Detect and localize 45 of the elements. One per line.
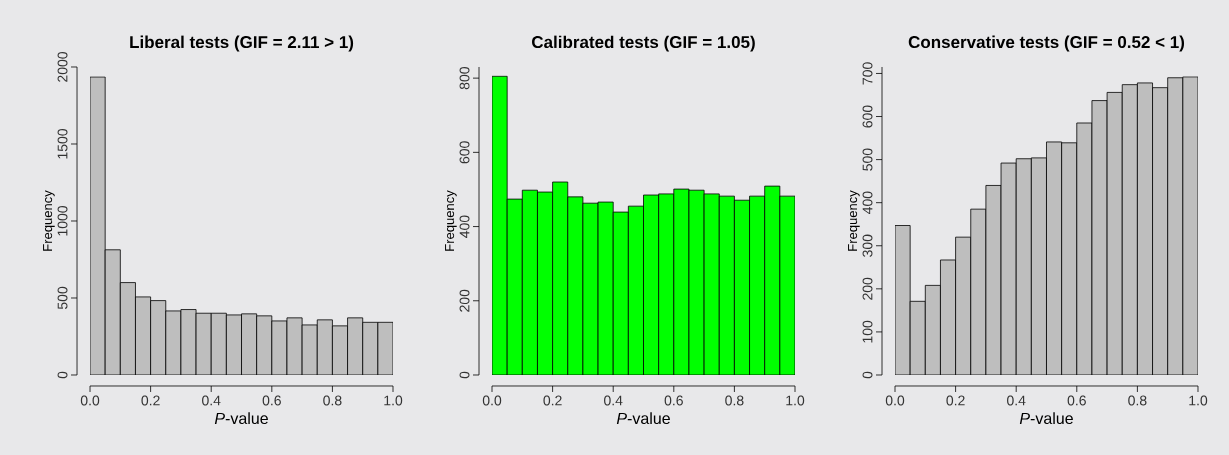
x-tick-label: 1.0 <box>384 395 403 406</box>
x-tick-label: 0.2 <box>141 395 160 406</box>
y-tick-label: 200 <box>459 289 470 312</box>
y-tick-label: 600 <box>459 141 470 164</box>
y-tick-label: 0 <box>459 371 470 379</box>
y-axis-title: Frequency <box>848 190 860 251</box>
y-tick-label: 100 <box>862 320 873 343</box>
x-tick-label: 1.0 <box>1189 395 1208 406</box>
x-tick-label: 0.6 <box>664 395 683 406</box>
x-axis-title: P-value <box>214 412 268 425</box>
y-tick-label: 0 <box>862 371 873 379</box>
x-tick-label: 0.0 <box>80 395 100 406</box>
y-tick-label: 400 <box>459 215 470 238</box>
x-tick-label: 0.6 <box>262 395 281 406</box>
x-tick-label: 0.4 <box>1007 395 1026 406</box>
y-tick-label: 2000 <box>57 51 68 82</box>
x-axis-title: P-value <box>1019 412 1073 425</box>
y-tick-label: 500 <box>862 148 873 171</box>
x-tick-label: 0.0 <box>885 395 905 406</box>
x-tick-label: 1.0 <box>786 395 805 406</box>
y-tick-label: 500 <box>57 286 68 310</box>
x-tick-label: 0.2 <box>946 395 965 406</box>
x-tick-label: 0.8 <box>323 395 342 406</box>
y-tick-label: 800 <box>459 67 470 90</box>
x-tick-label: 0.8 <box>725 395 744 406</box>
y-tick-label: 400 <box>862 191 873 215</box>
chart-title: Calibrated tests (GIF = 1.05) <box>532 35 755 52</box>
x-tick-label: 0.8 <box>1128 395 1147 406</box>
y-tick-label: 1500 <box>57 128 68 159</box>
x-tick-label: 0.6 <box>1067 395 1086 406</box>
x-tick-label: 0.4 <box>604 395 623 406</box>
x-tick-label: 0.4 <box>202 395 221 406</box>
y-axis-title: Frequency <box>43 190 55 251</box>
y-axis-title: Frequency <box>445 190 457 251</box>
y-tick-label: 1000 <box>57 205 68 236</box>
y-tick-label: 0 <box>57 371 68 379</box>
y-tick-label: 300 <box>862 234 873 257</box>
chart-title: Liberal tests (GIF = 2.11 > 1) <box>130 35 354 52</box>
x-tick-label: 0.2 <box>543 395 562 406</box>
y-tick-label: 200 <box>862 277 873 300</box>
chart-title: Conservative tests (GIF = 0.52 < 1) <box>908 35 1185 52</box>
x-tick-label: 0.0 <box>482 395 502 406</box>
y-tick-label: 600 <box>862 105 873 128</box>
x-axis-title: P-value <box>616 412 670 425</box>
y-tick-label: 700 <box>862 62 873 85</box>
